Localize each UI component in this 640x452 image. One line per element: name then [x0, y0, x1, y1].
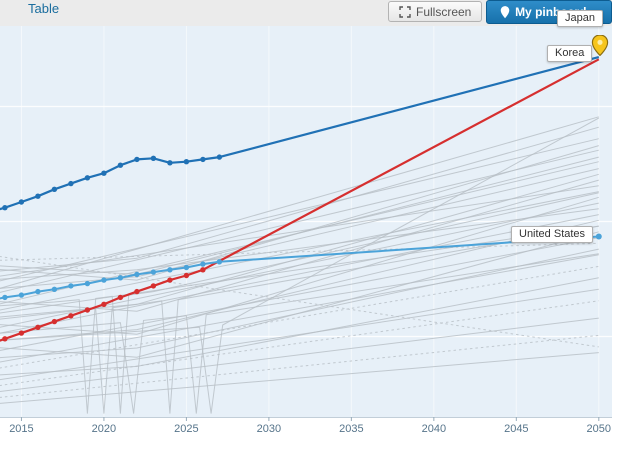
- data-point-marker: [84, 175, 91, 181]
- background-country-line: [0, 300, 599, 386]
- background-country-line: [0, 219, 599, 341]
- data-point-marker: [68, 283, 74, 289]
- data-point-marker: [2, 205, 8, 211]
- background-country-line: [0, 237, 599, 351]
- data-point-marker: [134, 271, 140, 278]
- background-country-line: [0, 192, 599, 414]
- data-point-marker: [183, 272, 190, 279]
- data-point-marker: [150, 155, 157, 161]
- background-country-line: [0, 185, 599, 277]
- data-point-marker: [101, 301, 107, 307]
- data-point-marker: [167, 160, 173, 166]
- background-country-line: [0, 231, 599, 358]
- background-country-line: [0, 179, 599, 312]
- background-country-line: [0, 161, 599, 305]
- pinned-point-icon[interactable]: [591, 35, 609, 56]
- data-point-marker: [101, 277, 107, 283]
- data-point-marker: [167, 267, 173, 273]
- x-axis-tick-label: 2050: [587, 423, 611, 435]
- x-axis-tick-label: 2025: [174, 423, 198, 435]
- x-axis-tick-label: 2035: [339, 423, 363, 435]
- table-tab[interactable]: Table: [28, 1, 60, 16]
- background-country-line: [0, 208, 599, 280]
- fullscreen-button[interactable]: Fullscreen: [388, 1, 483, 22]
- series-line: [0, 235, 599, 300]
- x-axis-tick-label: 2040: [422, 423, 446, 435]
- data-point-marker: [134, 288, 140, 295]
- data-point-marker: [18, 199, 25, 205]
- japan-tooltip: Japan: [557, 10, 603, 27]
- fullscreen-label: Fullscreen: [416, 4, 472, 19]
- background-country-line: [0, 352, 599, 404]
- data-point-marker: [101, 170, 107, 176]
- series-japan[interactable]: [0, 56, 600, 215]
- background-country-line: [0, 256, 599, 348]
- x-axis-tick-label: 2015: [9, 423, 33, 435]
- data-point-marker: [18, 330, 25, 336]
- data-point-marker: [51, 286, 58, 292]
- data-point-marker: [200, 261, 206, 267]
- background-country-line: [0, 253, 599, 414]
- background-country-line: [0, 149, 599, 293]
- background-country-line: [0, 145, 599, 281]
- united-states-label: United States: [511, 226, 594, 243]
- data-point-marker: [84, 280, 91, 287]
- background-country-line: [0, 254, 599, 363]
- series-end-marker: [595, 233, 602, 240]
- x-axis-tick-label: 2045: [504, 423, 528, 435]
- data-point-marker: [183, 264, 190, 271]
- background-country-line: [0, 202, 599, 328]
- series-line: [0, 56, 600, 211]
- data-point-marker: [117, 294, 124, 301]
- data-point-marker: [150, 269, 157, 275]
- data-point-marker: [2, 336, 8, 342]
- background-country-line: [0, 317, 599, 392]
- pin-icon: [500, 5, 510, 18]
- background-country-line: [0, 265, 599, 369]
- background-country-line: [0, 138, 599, 282]
- data-point-marker: [68, 180, 74, 187]
- data-point-marker: [2, 294, 8, 301]
- series-united-states[interactable]: [0, 233, 602, 304]
- background-country-line: [0, 126, 599, 272]
- x-axis-tick-label: 2030: [257, 423, 281, 435]
- data-point-marker: [200, 156, 206, 163]
- data-point-marker: [68, 313, 74, 319]
- korea-label: Korea: [547, 45, 593, 62]
- background-country-line: [0, 288, 599, 381]
- data-point-marker: [117, 162, 124, 168]
- data-point-marker: [183, 159, 190, 165]
- fullscreen-icon: [399, 5, 411, 18]
- background-country-line: [0, 191, 599, 311]
- data-point-marker: [51, 186, 58, 192]
- data-point-marker: [35, 324, 41, 330]
- data-point-marker: [216, 259, 223, 265]
- data-point-marker: [51, 318, 58, 325]
- data-point-marker: [117, 275, 124, 281]
- x-axis-tick-label: 2020: [92, 423, 116, 435]
- background-country-line: [0, 117, 600, 414]
- data-point-marker: [35, 288, 41, 295]
- data-point-marker: [35, 193, 41, 199]
- data-point-marker: [134, 156, 140, 163]
- series-korea[interactable]: [0, 58, 600, 347]
- data-point-marker: [167, 277, 173, 283]
- data-point-marker: [84, 307, 91, 313]
- data-point-marker: [18, 292, 25, 298]
- toolbar: Table Fullscreen My pinboard ▾: [0, 0, 612, 26]
- background-country-line: [0, 116, 599, 289]
- data-point-marker: [150, 283, 157, 289]
- background-country-line: [0, 225, 599, 414]
- data-point-marker: [200, 267, 206, 273]
- data-point-marker: [216, 154, 223, 160]
